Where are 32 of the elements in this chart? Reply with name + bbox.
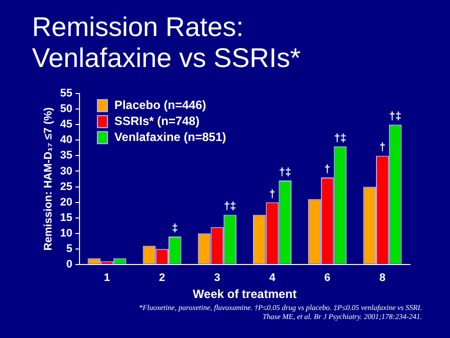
x-tick-label: 4: [269, 272, 276, 284]
data-label: †: [379, 142, 386, 154]
x-tick-label: 1: [104, 272, 110, 284]
y-tick-label: 55: [60, 88, 72, 100]
y-tick-label: 30: [60, 165, 72, 178]
y-tick-label: 40: [60, 134, 72, 146]
data-label: ‡: [172, 222, 178, 234]
legend-label: Placebo (n=446): [114, 98, 206, 112]
y-tick-label: 10: [60, 227, 72, 240]
y-tick-label: 5: [66, 242, 72, 255]
y-tick-label: 20: [60, 196, 72, 208]
y-tick-label: 15: [60, 212, 72, 224]
data-label: †‡: [278, 166, 292, 179]
y-tick-label: 35: [60, 150, 72, 162]
x-tick-label: 8: [379, 272, 386, 284]
data-label: †: [269, 188, 276, 200]
data-label: †‡: [389, 110, 402, 123]
chart-title: Remission Rates: Venlafaxine vs SSRIs*: [32, 12, 301, 74]
y-tick-label: 25: [60, 180, 72, 193]
y-tick-label: 45: [60, 118, 72, 131]
data-label: †‡: [224, 200, 236, 213]
data-label: †‡: [334, 132, 346, 144]
legend-label: Venlafaxine (n=851): [114, 130, 226, 144]
x-tick-label: 2: [159, 272, 166, 284]
x-tick-label: 6: [324, 272, 330, 284]
data-label: †: [324, 163, 330, 176]
x-axis-title: Week of treatment: [192, 287, 297, 302]
y-tick-label: 50: [60, 103, 72, 116]
y-tick-label: 0: [66, 258, 72, 270]
y-axis-title: Remission: HAM-D₁₇ ≤7 (%): [42, 107, 55, 251]
x-tick-label: 3: [214, 272, 220, 284]
legend-label: SSRIs* (n=748): [114, 114, 200, 128]
